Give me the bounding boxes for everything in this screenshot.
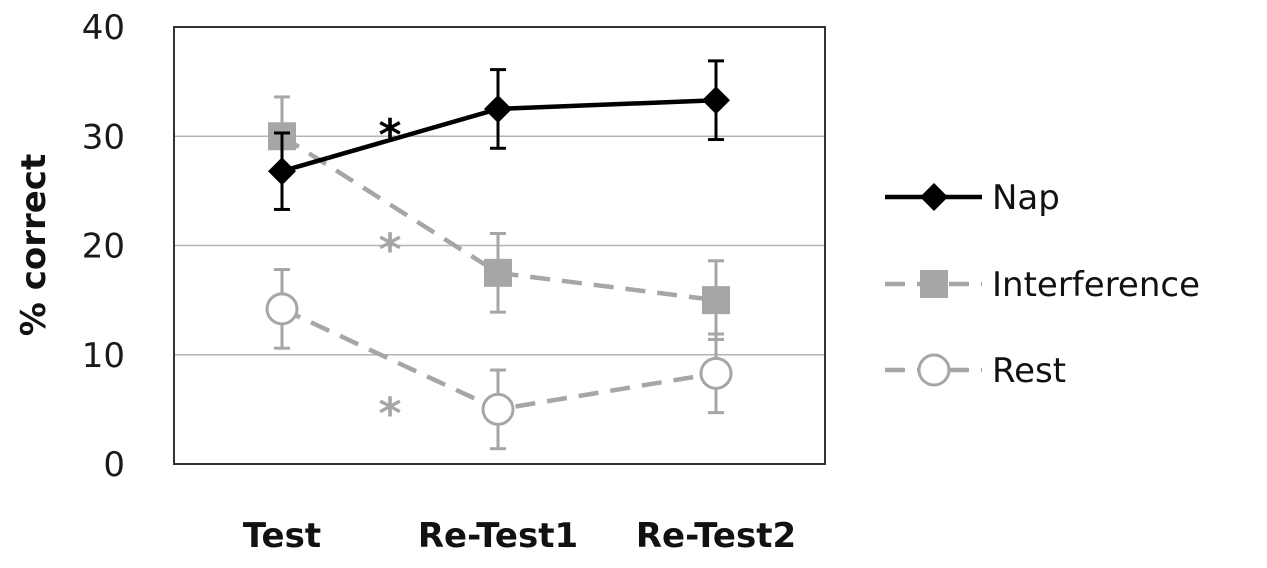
data-point xyxy=(702,86,730,115)
y-axis-label: % correct xyxy=(14,154,54,336)
y-tick-label: 40 xyxy=(82,8,125,48)
x-category-label: Re-Test2 xyxy=(636,516,796,556)
legend-item: Nap xyxy=(885,178,1060,218)
data-point xyxy=(265,292,299,326)
legend: Nap Interference Rest xyxy=(885,178,1200,391)
legend-label: Rest xyxy=(992,351,1066,391)
y-tick-label: 20 xyxy=(82,227,125,267)
significance-asterisk: * xyxy=(378,388,401,439)
legend-item: Rest xyxy=(885,351,1066,391)
series-rest xyxy=(265,268,733,451)
data-point xyxy=(699,356,733,390)
annotations: * * * xyxy=(378,110,401,440)
legend-marker xyxy=(920,270,948,298)
x-category-label: Re-Test1 xyxy=(418,516,578,556)
x-category-label: Test xyxy=(243,516,321,556)
y-tick-label: 10 xyxy=(82,336,125,376)
plot-area xyxy=(173,26,826,465)
x-axis-categories: Test Re-Test1 Re-Test2 xyxy=(243,516,796,556)
series-nap xyxy=(268,59,730,211)
y-axis-ticks: 0 10 20 30 40 xyxy=(82,8,125,485)
significance-asterisk: * xyxy=(378,110,401,161)
legend-marker xyxy=(920,183,948,211)
legend-marker xyxy=(917,353,951,387)
data-point xyxy=(481,392,515,426)
legend-item: Interference xyxy=(885,265,1200,305)
series-line xyxy=(280,134,717,303)
data-point xyxy=(484,94,512,123)
data-point xyxy=(484,258,512,287)
series-layer xyxy=(265,59,733,451)
y-tick-label: 30 xyxy=(82,117,125,157)
data-point xyxy=(268,157,296,186)
legend-label: Nap xyxy=(992,178,1060,218)
significance-asterisk: * xyxy=(378,225,401,276)
y-tick-label: 0 xyxy=(103,445,125,485)
legend-label: Interference xyxy=(992,265,1200,305)
data-point xyxy=(702,286,730,315)
